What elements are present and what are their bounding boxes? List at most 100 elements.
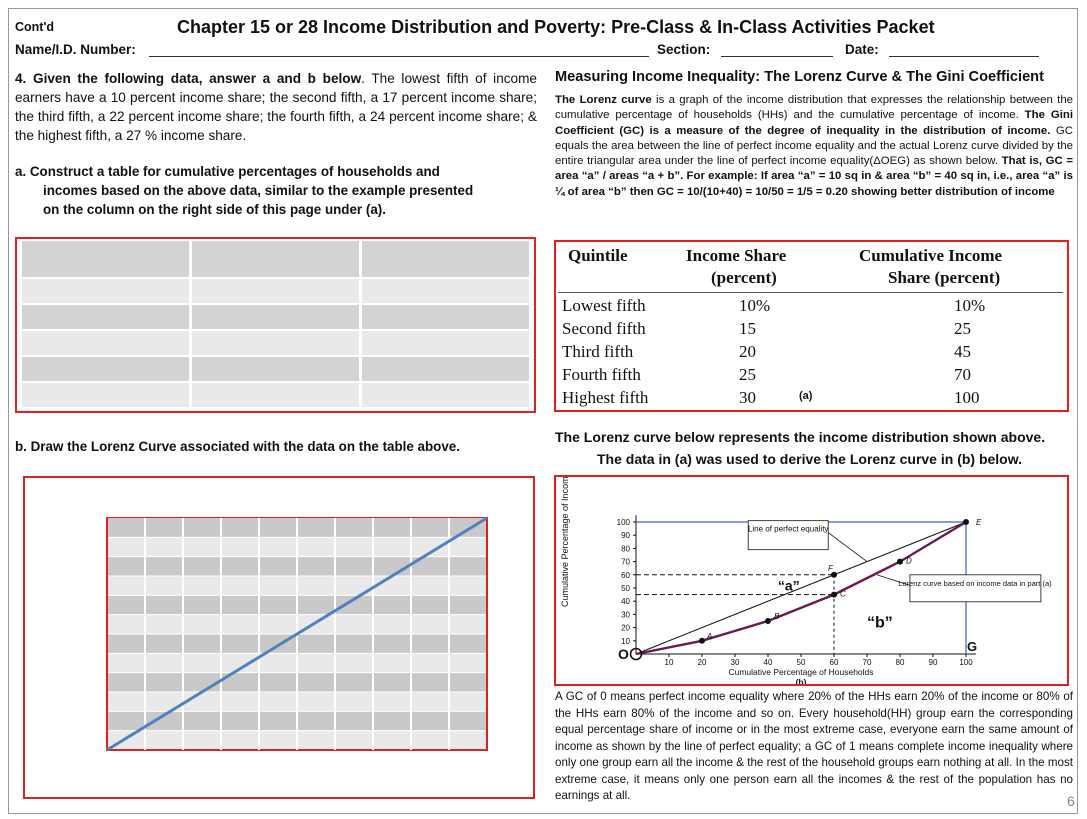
income-share-cell: 20: [739, 342, 756, 361]
col-header-quintile: Quintile: [568, 246, 628, 265]
y-tick-label: 80: [621, 544, 630, 553]
area-a-label: “a”: [778, 578, 800, 594]
table-row: Second fifth 15 25: [556, 319, 1067, 342]
blank-cell[interactable]: [362, 357, 529, 381]
lorenz-explanation: The Lorenz curve is a graph of the incom…: [555, 93, 1073, 200]
income-share-cell: 30: [739, 388, 756, 407]
lorenz-callout-text: Lorenz curve based on income data in par…: [898, 579, 1052, 588]
example-table: Quintile Income Share (percent) Cumulati…: [554, 240, 1069, 412]
x-tick-label: 60: [830, 658, 839, 667]
table-row: Fourth fifth 25 70: [556, 365, 1067, 388]
blank-cell[interactable]: [192, 357, 359, 381]
cumulative-cell: 100: [954, 388, 980, 407]
col-header-cumulative: Cumulative Income: [859, 246, 1003, 265]
blank-cell[interactable]: [22, 331, 189, 355]
blank-cell[interactable]: [192, 331, 359, 355]
blank-cell[interactable]: [22, 357, 189, 381]
blank-cell[interactable]: [192, 279, 359, 303]
page: Cont'd Chapter 15 or 28 Income Distribut…: [8, 8, 1078, 814]
gini-example: That is, GC = area “a” / areas “a + b”. …: [555, 155, 1073, 198]
lorenz-drawing-grid: [106, 516, 488, 752]
y-tick-label: 100: [617, 518, 631, 527]
point-label: E: [976, 518, 982, 527]
question-4-lead: 4. Given the following data, answer a an…: [15, 71, 362, 86]
data-point: [765, 618, 771, 624]
y-tick-label: 50: [621, 584, 630, 593]
lorenz-definition: is a graph of the income distribution th…: [555, 94, 1073, 122]
income-share-cell: 25: [739, 365, 756, 384]
table-row: Lowest fifth 10% 10%: [556, 296, 1067, 319]
col-header-cumulative-unit: Share (percent): [888, 268, 1001, 287]
data-point: [699, 637, 705, 644]
col-header-income-share: Income Share: [686, 246, 787, 265]
y-tick-label: 30: [621, 610, 630, 619]
col-header-income-share-unit: (percent): [711, 268, 777, 287]
chart-tag: (b): [796, 677, 807, 684]
cumulative-cell: 70: [954, 365, 971, 384]
curve-caption-1: The Lorenz curve below represents the in…: [555, 429, 1046, 445]
gini-interpretation: A GC of 0 means perfect income equality …: [555, 690, 1073, 802]
section-line[interactable]: [721, 56, 833, 57]
x-tick-label: 90: [929, 658, 938, 667]
question-a-line1: a. Construct a table for cumulative perc…: [15, 164, 440, 179]
x-tick-label: 30: [731, 658, 740, 667]
lorenz-callout-box: [909, 574, 1042, 603]
blank-cell[interactable]: [362, 331, 529, 355]
contd-label: Cont'd: [15, 20, 55, 34]
blank-cell[interactable]: [22, 305, 189, 329]
income-share-cell: 10%: [739, 296, 771, 315]
lorenz-chart: Cumulative Percentage of Income 10 20 30 40 5…: [560, 471, 1052, 687]
blank-cell[interactable]: [22, 383, 189, 407]
data-point: [897, 558, 903, 565]
equality-line: [106, 516, 488, 752]
question-a-line3: on the column on the right side of this …: [43, 202, 386, 217]
blank-cell[interactable]: [362, 383, 529, 407]
point-label: F: [828, 564, 834, 573]
gini-term: The Gini Coefficient (GC) is a measure o…: [555, 109, 1073, 137]
blank-cell[interactable]: [362, 279, 529, 303]
quintile-cell: Highest fifth: [562, 388, 649, 407]
blank-cell[interactable]: [192, 383, 359, 407]
blank-cell[interactable]: [362, 241, 529, 277]
table-row: Highest fifth 30 100: [556, 388, 1067, 411]
origin-marker: [629, 647, 643, 661]
quintile-cell: Third fifth: [562, 342, 634, 361]
data-point: [831, 571, 837, 578]
gini-definition: GC equals the area between the line of p…: [555, 124, 1073, 168]
y-tick-label: 40: [621, 597, 630, 606]
point-label: B: [774, 612, 780, 621]
question-b: b. Draw the Lorenz Curve associated with…: [15, 439, 460, 454]
x-tick-label: 20: [698, 658, 707, 667]
y-tick-label: 20: [621, 624, 630, 633]
curve-caption-2: The data in (a) was used to derive the L…: [597, 451, 1022, 467]
point-label: A: [706, 632, 712, 641]
blank-cell[interactable]: [192, 305, 359, 329]
blank-cell[interactable]: [22, 241, 189, 277]
page-number: 6: [1067, 793, 1075, 809]
table-divider: [558, 292, 1063, 293]
question-4: 4. Given the following data, answer a an…: [15, 69, 537, 145]
date-line[interactable]: [889, 56, 1039, 57]
lorenz-chart-box: Cumulative Percentage of Income 10 20 30 40 5…: [554, 471, 1069, 687]
x-tick-label: 80: [896, 658, 905, 667]
blank-table-grid: [22, 241, 529, 407]
area-b-label: “b”: [867, 615, 893, 632]
blank-cell[interactable]: [22, 279, 189, 303]
x-tick-label: 70: [863, 658, 872, 667]
name-line[interactable]: [149, 56, 649, 57]
lorenz-drawing-box[interactable]: [23, 476, 535, 799]
quintile-cell: Second fifth: [562, 319, 646, 338]
lorenz-callout-arrow: [876, 574, 911, 586]
x-tick-label: 100: [959, 658, 973, 667]
blank-cell[interactable]: [192, 241, 359, 277]
x-tick-label: 10: [665, 658, 674, 667]
equality-line: [635, 521, 967, 655]
quintile-cell: Lowest fifth: [562, 296, 646, 315]
blank-answer-table[interactable]: [15, 237, 536, 413]
chart-xlabel: Cumulative Percentage of Households: [728, 667, 873, 677]
data-point: [831, 591, 837, 598]
chart-ylabel: Cumulative Percentage of Income: [560, 477, 570, 607]
cumulative-cell: 25: [954, 319, 971, 338]
equality-callout-box: [747, 520, 829, 551]
blank-cell[interactable]: [362, 305, 529, 329]
